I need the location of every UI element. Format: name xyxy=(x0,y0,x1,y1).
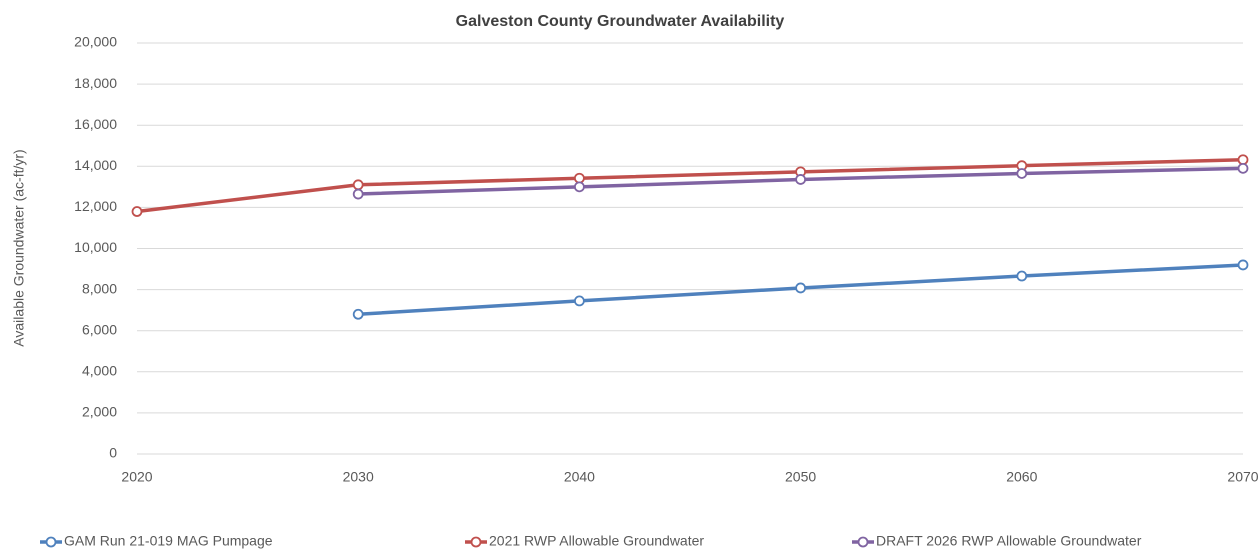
x-tick-label: 2060 xyxy=(1006,469,1037,485)
y-tick-label: 14,000 xyxy=(74,157,117,173)
y-tick-label: 4,000 xyxy=(82,363,117,379)
data-point xyxy=(795,282,806,294)
y-axis-label: Available Groundwater (ac-ft/yr) xyxy=(11,149,27,346)
data-point xyxy=(131,206,143,217)
data-point xyxy=(574,181,585,193)
data-point xyxy=(1016,168,1028,179)
y-tick-label: 16,000 xyxy=(74,116,117,132)
x-tick-label: 2030 xyxy=(343,469,374,485)
data-point xyxy=(352,179,364,191)
legend-marker xyxy=(857,536,869,548)
x-tick-label: 2040 xyxy=(564,469,595,485)
data-point xyxy=(1237,154,1249,166)
data-point xyxy=(795,174,806,185)
y-tick-label: 10,000 xyxy=(74,239,117,255)
legend-marker xyxy=(45,536,57,548)
legend-label: GAM Run 21-019 MAG Pumpage xyxy=(64,533,273,549)
chart-title: Galveston County Groundwater Availabilit… xyxy=(456,13,785,30)
y-tick-label: 2,000 xyxy=(82,404,117,420)
series-line xyxy=(136,157,1244,214)
y-tick-label: 20,000 xyxy=(74,34,117,50)
y-tick-label: 12,000 xyxy=(74,198,117,214)
data-point xyxy=(352,188,364,200)
y-tick-label: 6,000 xyxy=(82,321,117,337)
data-point xyxy=(574,295,585,307)
data-point xyxy=(1016,270,1028,282)
data-point xyxy=(352,308,364,320)
legend-marker xyxy=(470,536,482,548)
x-tick-label: 2050 xyxy=(785,469,816,485)
data-point xyxy=(574,172,585,184)
data-point xyxy=(1237,259,1249,271)
x-tick-label: 2020 xyxy=(121,469,152,485)
y-tick-label: 0 xyxy=(109,445,117,461)
y-tick-label: 8,000 xyxy=(82,280,117,296)
data-point xyxy=(1237,162,1249,174)
x-tick-label: 2070 xyxy=(1227,469,1258,485)
y-tick-label: 18,000 xyxy=(74,75,117,91)
legend-label: DRAFT 2026 RWP Allowable Groundwater xyxy=(876,533,1142,549)
legend-label: 2021 RWP Allowable Groundwater xyxy=(489,533,704,549)
